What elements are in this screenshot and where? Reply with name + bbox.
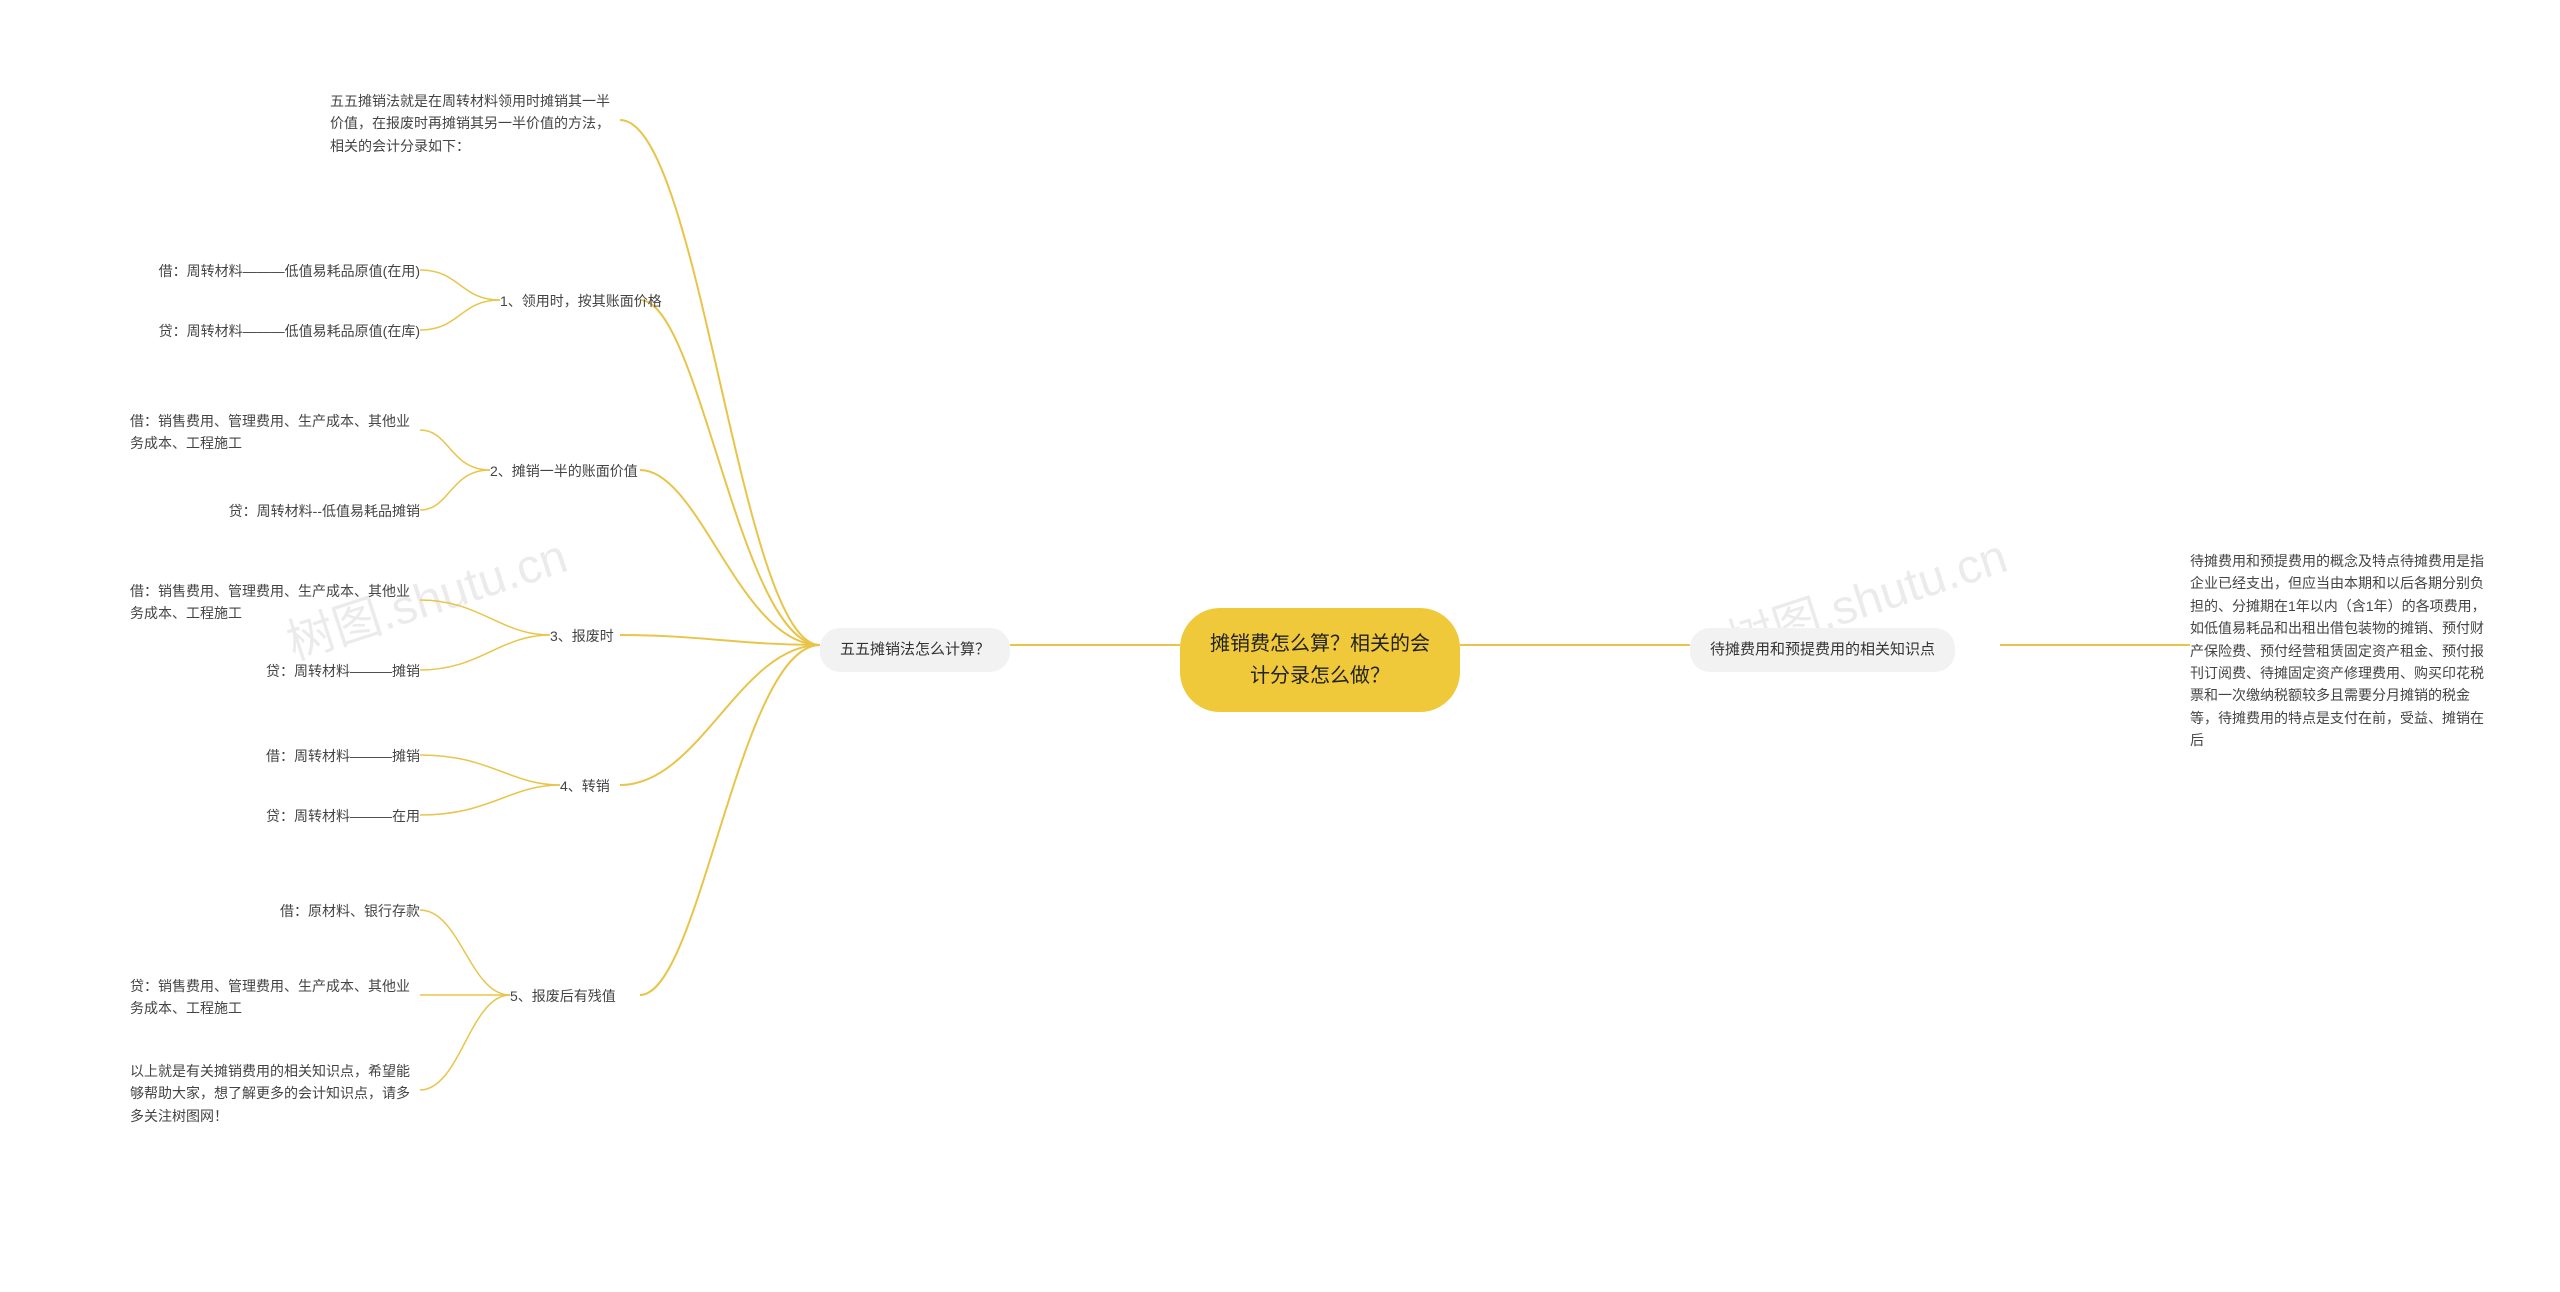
item-1-child-0: 借：周转材料———低值易耗品原值(在用) <box>140 260 420 282</box>
item-4[interactable]: 4、转销 <box>560 775 610 797</box>
item-3-child-1: 贷：周转材料———摊销 <box>260 660 420 682</box>
item-2-child-1: 贷：周转材料--低值易耗品摊销 <box>220 500 420 522</box>
item-2[interactable]: 2、摊销一半的账面价值 <box>490 460 638 482</box>
item-2-child-0: 借：销售费用、管理费用、生产成本、其他业务成本、工程施工 <box>130 410 420 455</box>
item-3-child-0: 借：销售费用、管理费用、生产成本、其他业务成本、工程施工 <box>130 580 420 625</box>
item-5-child-1: 贷：销售费用、管理费用、生产成本、其他业务成本、工程施工 <box>130 975 420 1020</box>
item-4-child-0: 借：周转材料———摊销 <box>250 745 420 767</box>
item-5[interactable]: 5、报废后有残值 <box>510 985 616 1007</box>
right-detail: 待摊费用和预提费用的概念及特点待摊费用是指企业已经支出，但应当由本期和以后各期分… <box>2190 550 2490 752</box>
item-5-child-2: 以上就是有关摊销费用的相关知识点，希望能够帮助大家，想了解更多的会计知识点，请多… <box>130 1060 420 1127</box>
left-intro: 五五摊销法就是在周转材料领用时摊销其一半价值，在报废时再摊销其另一半价值的方法，… <box>330 90 620 157</box>
item-1[interactable]: 1、领用时，按其账面价格 <box>500 290 662 312</box>
item-3[interactable]: 3、报废时 <box>550 625 614 647</box>
item-5-child-0: 借：原材料、银行存款 <box>260 900 420 922</box>
item-1-child-1: 贷：周转材料———低值易耗品原值(在库) <box>140 320 420 342</box>
right-branch[interactable]: 待摊费用和预提费用的相关知识点 <box>1690 628 1955 672</box>
center-topic[interactable]: 摊销费怎么算？相关的会计分录怎么做？ <box>1180 608 1460 712</box>
left-branch[interactable]: 五五摊销法怎么计算？ <box>820 628 1010 672</box>
item-4-child-1: 贷：周转材料———在用 <box>250 805 420 827</box>
